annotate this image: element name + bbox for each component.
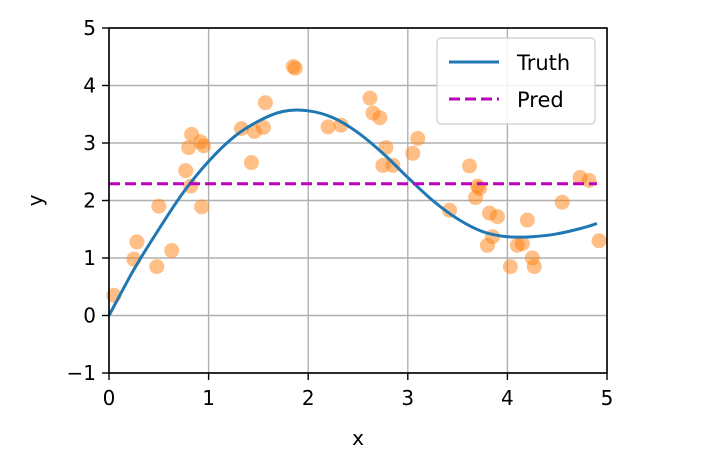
data-point — [333, 117, 349, 133]
x-axis-label: x — [352, 426, 364, 450]
data-point — [519, 212, 535, 228]
data-point — [243, 155, 259, 171]
data-point — [502, 259, 518, 275]
data-point — [129, 234, 145, 250]
data-point — [489, 209, 505, 225]
data-point — [151, 198, 167, 214]
x-tick-label: 2 — [302, 386, 315, 410]
data-point — [385, 157, 401, 173]
data-point — [581, 172, 597, 188]
data-point — [372, 110, 388, 126]
x-axis: 0 1 2 3 4 5 — [103, 373, 614, 410]
x-tick-label: 3 — [401, 386, 414, 410]
data-point — [181, 140, 197, 156]
data-point — [257, 95, 273, 111]
y-axis: −1 0 1 2 3 4 5 — [67, 16, 109, 385]
data-point — [178, 163, 194, 179]
plot-area — [106, 59, 607, 317]
y-axis-label: y — [23, 194, 47, 206]
legend: Truth Pred — [436, 37, 596, 125]
data-point — [149, 259, 165, 275]
y-tick-label: 5 — [83, 16, 96, 40]
data-point — [196, 138, 212, 154]
data-point — [194, 199, 210, 215]
legend-label-pred: Pred — [517, 88, 564, 112]
y-tick-label: 3 — [83, 131, 96, 155]
legend-box — [436, 37, 596, 125]
data-point — [591, 233, 607, 249]
x-tick-label: 5 — [601, 386, 614, 410]
data-point — [164, 243, 180, 259]
data-point — [410, 130, 426, 146]
y-tick-label: 4 — [83, 74, 96, 98]
y-tick-label: 1 — [83, 246, 96, 270]
data-point — [526, 259, 542, 275]
data-point — [320, 119, 336, 135]
y-tick-label: −1 — [67, 361, 96, 385]
y-tick-label: 0 — [83, 304, 96, 328]
data-point — [442, 202, 458, 218]
series-line-truth — [107, 108, 598, 317]
y-tick-label: 2 — [83, 189, 96, 213]
data-point — [405, 145, 421, 161]
data-point — [255, 119, 271, 135]
legend-label-truth: Truth — [516, 51, 570, 75]
x-tick-label: 4 — [501, 386, 514, 410]
data-point — [287, 60, 303, 76]
data-point — [554, 194, 570, 210]
x-tick-label: 0 — [103, 386, 116, 410]
data-point — [462, 158, 478, 174]
data-point — [362, 90, 378, 106]
data-point — [514, 236, 530, 252]
x-tick-label: 1 — [202, 386, 215, 410]
